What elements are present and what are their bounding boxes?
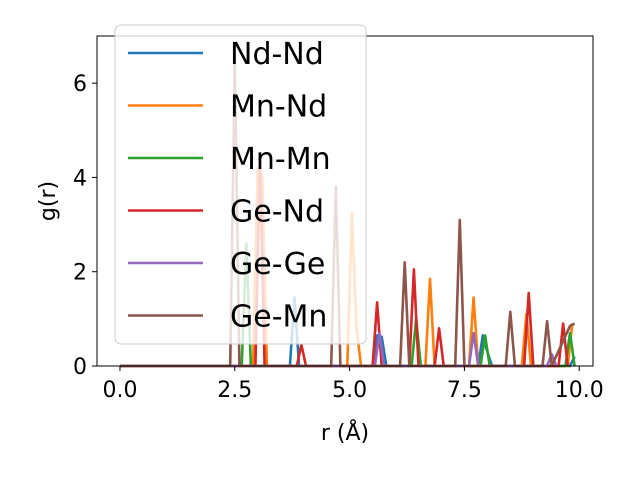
legend: Nd-Nd Mn-Nd Mn-Mn Ge-Nd Ge-Ge Ge-Mn [114,24,367,345]
x-tick-label: 5.0 [332,378,367,403]
legend-box [114,24,367,345]
y-tick-label: 6 [73,72,87,97]
y-axis-label: g(r) [36,181,61,221]
x-tick-label: 0.0 [102,378,137,403]
series-line-ge-ge [120,331,558,368]
x-axis-ticks: 0.0 2.5 5.0 7.5 10.0 [102,366,604,403]
legend-label: Ge-Mn [230,300,327,335]
x-tick-label: 7.5 [447,378,482,403]
x-tick-label: 10.0 [555,378,604,403]
y-tick-label: 4 [73,166,87,191]
legend-label: Nd-Nd [230,37,324,72]
legend-label: Mn-Mn [230,142,331,177]
x-axis-label: r (Å) [321,419,369,446]
y-axis-ticks: 0 2 4 6 [73,72,97,380]
x-tick-label: 2.5 [217,378,252,403]
y-tick-label: 2 [73,261,87,286]
legend-label: Ge-Ge [230,247,325,282]
legend-label: Mn-Nd [230,90,327,125]
legend-label: Ge-Nd [230,195,324,230]
y-tick-label: 0 [73,355,87,380]
